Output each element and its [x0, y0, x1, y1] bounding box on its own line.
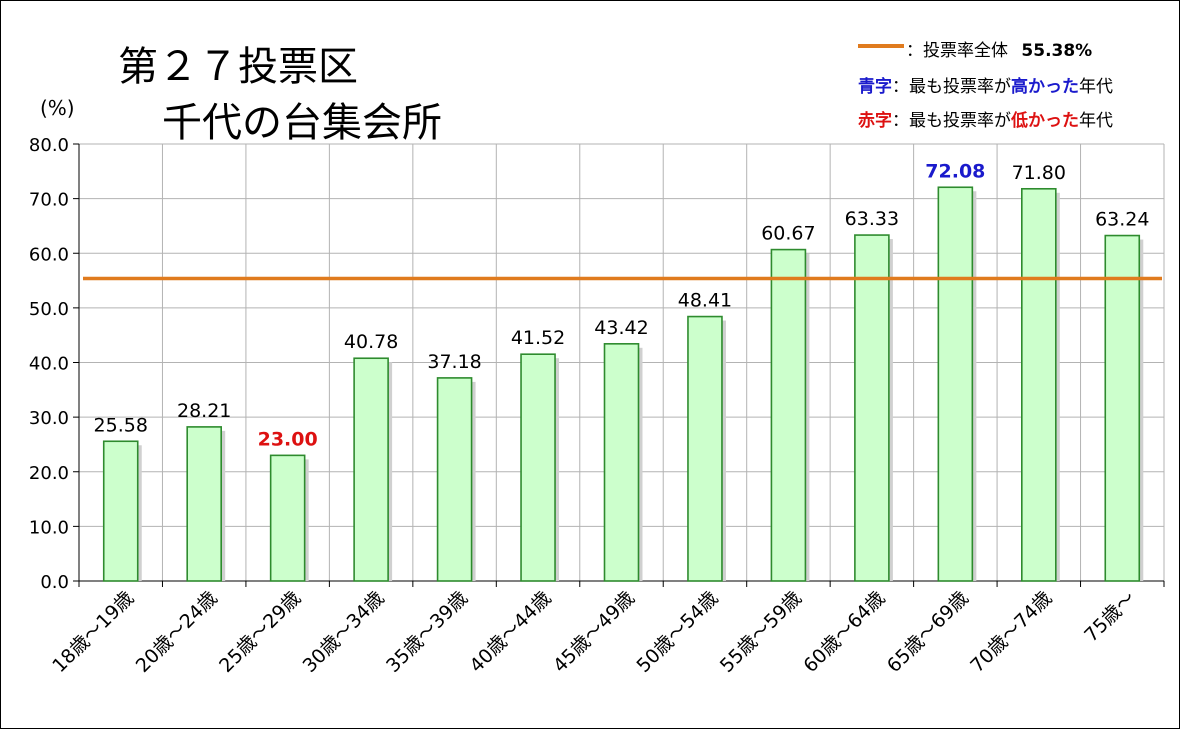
y-tick-label: 0.0: [40, 572, 69, 593]
legend-lowest: 赤字：最も投票率が低かった年代: [858, 106, 1113, 131]
bar: [1021, 187, 1057, 582]
x-tick-label: 18歳～19歳: [48, 587, 138, 677]
bar: [687, 315, 723, 582]
bar: [520, 353, 556, 582]
bar: [269, 454, 306, 582]
bar: [1104, 234, 1141, 582]
y-tick-label: 80.0: [29, 135, 69, 156]
data-label: 71.80: [1012, 162, 1066, 184]
legend-blue-mid: ：最も投票率が: [892, 77, 1011, 97]
legend-overall: ：投票率全体 55.38%: [906, 36, 1092, 61]
y-tick-label: 70.0: [29, 190, 69, 211]
x-tick-label: 30歳～34歳: [299, 587, 389, 677]
bar: [436, 377, 473, 582]
data-label: 41.52: [511, 327, 565, 349]
data-label: 60.67: [761, 223, 815, 245]
bar: [854, 234, 890, 582]
legend-blue-highlight: 高かった: [1011, 77, 1079, 97]
x-tick-label: 25歳～29歳: [215, 587, 305, 677]
x-tick-label: 70歳～74歳: [966, 587, 1056, 677]
bar: [937, 186, 974, 582]
legend-red-mid: ：最も投票率が: [892, 111, 1011, 131]
y-tick-label: 20.0: [29, 463, 69, 484]
x-tick-label: 60歳～64歳: [799, 587, 889, 677]
bar: [102, 440, 139, 582]
data-label: 48.41: [678, 290, 732, 312]
legend-overall-value: 55.38%: [1021, 41, 1093, 61]
y-tick-label: 40.0: [29, 354, 69, 375]
bar: [603, 343, 640, 582]
data-label: 28.21: [177, 400, 231, 422]
bar: [186, 426, 222, 582]
data-label: 23.00: [258, 428, 318, 450]
legend-red-key: 赤字: [858, 111, 892, 131]
data-label: 43.42: [594, 317, 648, 339]
bar: [770, 248, 807, 582]
x-tick-label: 50歳～54歳: [632, 587, 722, 677]
x-tick-label: 40歳～44歳: [466, 587, 556, 677]
bar: [353, 357, 389, 582]
legend-highest: 青字：最も投票率が高かった年代: [858, 72, 1113, 97]
legend-reference-line-swatch: [858, 44, 904, 48]
legend-red-tail: 年代: [1079, 111, 1113, 131]
data-label: 63.33: [845, 208, 899, 230]
legend-overall-label: ：投票率全体: [906, 41, 1008, 61]
y-tick-label: 30.0: [29, 408, 69, 429]
y-tick-label: 50.0: [29, 299, 69, 320]
y-tick-label: 10.0: [29, 517, 69, 538]
legend-blue-key: 青字: [858, 77, 892, 97]
legend-red-highlight: 低かった: [1011, 111, 1079, 131]
data-label: 63.24: [1095, 209, 1149, 231]
x-tick-label: 55歳～59歳: [716, 587, 806, 677]
x-tick-label: 65歳～69歳: [883, 587, 973, 677]
chart-title-line1: 第２７投票区: [118, 44, 358, 90]
x-tick-label: 20歳～24歳: [132, 587, 222, 677]
data-label: 25.58: [94, 414, 148, 436]
y-tick-label: 60.0: [29, 244, 69, 265]
y-axis-unit: (%): [40, 96, 75, 120]
data-label: 40.78: [344, 331, 398, 353]
chart-title-line2: 千代の台集会所: [162, 100, 442, 146]
x-tick-label: 45歳～49歳: [549, 587, 639, 677]
data-label: 37.18: [427, 351, 481, 373]
x-tick-label: 35歳～39歳: [382, 587, 472, 677]
data-label: 72.08: [925, 160, 985, 182]
x-tick-label: 75歳～: [1080, 587, 1140, 647]
legend-blue-tail: 年代: [1079, 77, 1113, 97]
